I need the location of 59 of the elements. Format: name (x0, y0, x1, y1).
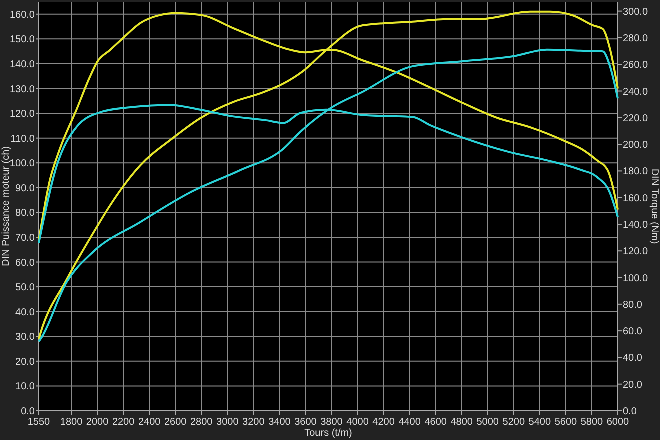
x-tick-label: 4000 (346, 417, 370, 428)
x-tick-label: 2000 (86, 417, 110, 428)
y2-tick-label: 20.0 (623, 380, 643, 391)
y2-tick-label: 120.0 (623, 246, 648, 258)
y2-tick-label: 160.0 (623, 193, 648, 204)
y2-tick-label: 80.0 (623, 300, 643, 311)
y-tick-label: 150.0 (10, 34, 36, 46)
y-tick-label: 70.0 (16, 232, 36, 244)
y2-tick-label: 300.0 (623, 6, 648, 18)
x-tick-label: 3800 (320, 417, 344, 428)
y2-tick-label: 180.0 (623, 166, 648, 178)
y-tick-label: 80.0 (16, 208, 36, 220)
y-tick-label: 20.0 (16, 356, 36, 368)
y-axis-title: DIN Puissance moteur (ch) (1, 146, 12, 267)
x-tick-label: 6000 (606, 417, 630, 428)
y-tick-label: 0.0 (21, 406, 36, 418)
y-tick-label: 10.0 (16, 382, 36, 393)
x-tick-label: 3000 (216, 417, 240, 428)
y2-tick-label: 240.0 (623, 86, 648, 98)
y-tick-label: 50.0 (16, 282, 36, 294)
x-tick-label: 3600 (294, 417, 318, 428)
x-axis-title: Tours (t/m) (304, 428, 352, 439)
y-tick-label: 120.0 (10, 109, 36, 120)
x-tick-label: 1800 (60, 417, 84, 428)
x-tick-label: 5400 (528, 417, 552, 428)
y2-tick-label: 140.0 (623, 220, 648, 231)
y-tick-label: 130.0 (10, 84, 36, 96)
x-tick-label: 3200 (242, 417, 266, 428)
y-tick-label: 140.0 (10, 59, 36, 70)
x-tick-label: 5000 (476, 417, 500, 428)
x-tick-label: 1550 (28, 417, 51, 428)
x-tick-label: 3400 (268, 417, 292, 428)
y2-tick-label: 280.0 (623, 33, 648, 44)
y-tick-label: 60.0 (16, 258, 36, 269)
y-tick-label: 100.0 (10, 158, 36, 170)
y2-axis-title: DIN Torque (Nm) (649, 168, 660, 244)
x-tick-label: 5200 (502, 417, 526, 428)
x-tick-label: 2800 (190, 417, 214, 428)
y2-tick-label: 60.0 (623, 326, 643, 338)
x-tick-label: 5800 (580, 417, 604, 428)
y-tick-label: 40.0 (16, 307, 36, 318)
x-tick-label: 4600 (424, 417, 448, 428)
x-tick-label: 2200 (112, 417, 136, 428)
x-tick-label: 4400 (398, 417, 422, 428)
y-tick-label: 110.0 (10, 134, 36, 145)
y2-tick-label: 0.0 (623, 406, 638, 418)
y-tick-label: 160.0 (10, 10, 36, 21)
y2-tick-label: 40.0 (623, 353, 643, 364)
y2-tick-label: 100.0 (623, 273, 648, 284)
x-tick-label: 5600 (554, 417, 578, 428)
x-tick-label: 4800 (450, 417, 474, 428)
y-tick-label: 30.0 (16, 332, 36, 344)
y2-tick-label: 220.0 (623, 113, 648, 124)
x-tick-label: 2400 (138, 417, 162, 428)
y2-tick-label: 200.0 (623, 140, 648, 152)
x-tick-label: 2600 (164, 417, 188, 428)
x-tick-label: 4200 (372, 417, 396, 428)
y-tick-label: 90.0 (16, 183, 36, 194)
y2-tick-label: 260.0 (623, 60, 648, 72)
